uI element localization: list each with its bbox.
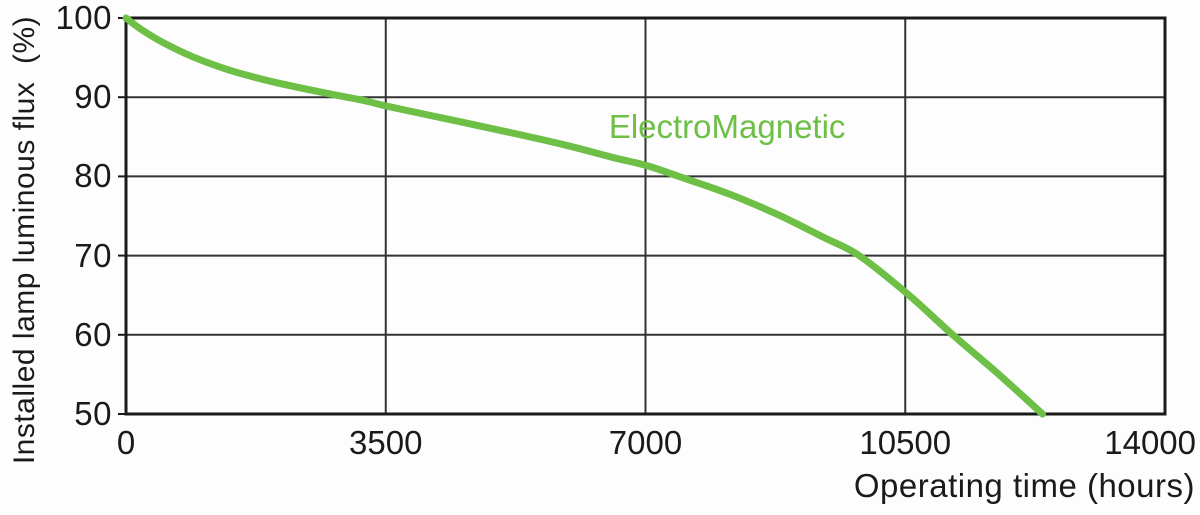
plot-area [118,14,1167,418]
plot-border [124,16,1167,416]
y-tick-label: 50 [74,395,112,432]
x-tick-label: 7000 [608,424,683,461]
x-tick-label: 14000 [1104,424,1196,461]
y-tick-label: 70 [74,236,112,274]
x-tick-label: 10500 [859,424,952,461]
x-tick-label: 3500 [349,424,423,461]
y-tick-label: 90 [74,78,112,116]
x-axis-title: Operating time (hours) [853,467,1195,504]
series-curve-electromagnetic [122,14,1046,418]
chart-canvas [118,14,1167,418]
y-tick-label: 100 [55,0,112,36]
y-tick-label: 60 [74,315,112,353]
series-label-electromagnetic: ElectroMagnetic [608,107,846,145]
x-tick-label: 0 [116,424,136,461]
y-tick-label: 80 [74,157,112,195]
